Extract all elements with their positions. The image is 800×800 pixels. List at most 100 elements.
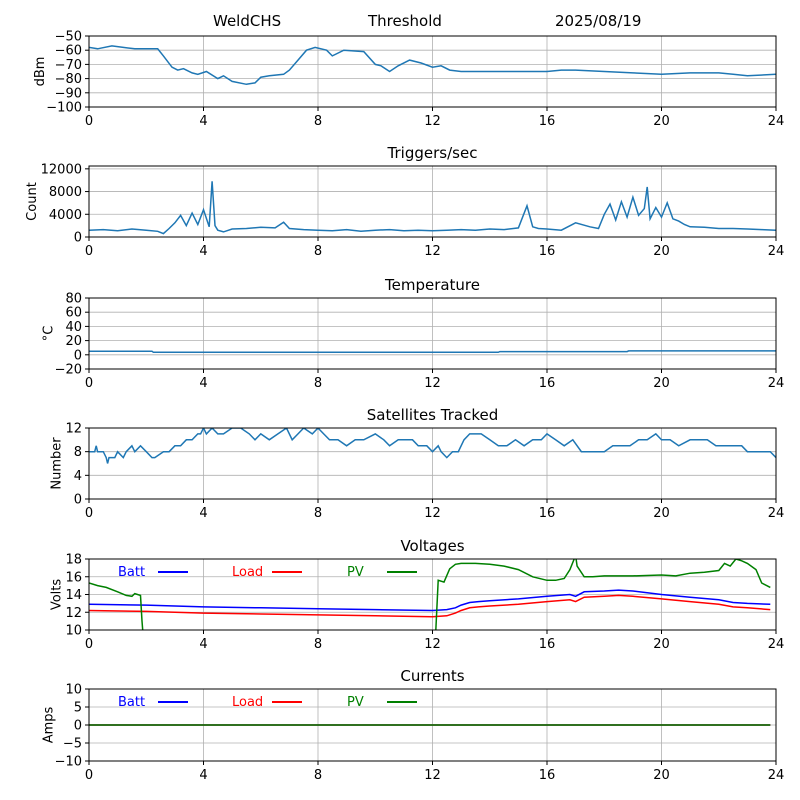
x-tick-label: 16: [539, 637, 556, 652]
y-tick-label: 60: [65, 306, 82, 321]
y-tick-label: −5: [63, 737, 82, 752]
x-tick-label: 20: [653, 768, 670, 783]
panel-6: 0 4 8 12 16 20 24 −10 −5 0 5 10 Currents Amps Batt Load…: [41, 667, 784, 783]
y-tick-label: 0: [74, 719, 82, 734]
x-tick-label: 4: [199, 376, 207, 391]
y-tick-label: 0: [74, 231, 82, 246]
header-station: WeldCHS: [213, 12, 282, 30]
y-tick-label: −50: [55, 30, 82, 45]
y-tick-label: 16: [65, 570, 82, 585]
x-tick-label: 12: [424, 768, 441, 783]
y-axis-label: Number: [50, 437, 65, 490]
legend-label: Batt: [118, 695, 145, 710]
y-tick-label: −90: [55, 86, 82, 101]
panel-2: 0 4 8 12 16 20 24 0 4000 8000 12000 Triggers/sec Cou…: [25, 144, 784, 259]
y-tick-label: −80: [55, 72, 82, 87]
y-tick-label: 40: [65, 320, 82, 335]
x-tick-label: 24: [768, 376, 785, 391]
x-tick-label: 8: [314, 376, 322, 391]
legend-label: PV: [347, 695, 364, 710]
x-tick-label: 8: [314, 637, 322, 652]
x-tick-label: 12: [424, 637, 441, 652]
series-line: [89, 181, 776, 235]
panel-title: Currents: [400, 667, 464, 685]
header-date: 2025/08/19: [555, 12, 642, 30]
series-line: [89, 350, 776, 354]
panel-title: Triggers/sec: [387, 144, 478, 162]
y-tick-label: 4: [74, 469, 82, 484]
y-axis-label: Volts: [50, 579, 65, 611]
x-tick-label: 12: [424, 244, 441, 259]
y-axis-label: °C: [41, 326, 56, 342]
panel-title: Temperature: [384, 276, 480, 294]
y-tick-label: 14: [65, 588, 82, 603]
y-tick-label: 0: [74, 493, 82, 508]
y-tick-label: −60: [55, 44, 82, 59]
x-tick-label: 0: [85, 376, 93, 391]
y-tick-label: −10: [55, 755, 82, 770]
y-axis-label: dBm: [33, 57, 48, 87]
x-tick-label: 4: [199, 506, 207, 521]
x-tick-label: 8: [314, 768, 322, 783]
y-tick-label: 12: [65, 606, 82, 621]
y-tick-label: 10: [65, 624, 82, 639]
y-tick-label: 18: [65, 553, 82, 568]
x-tick-label: 20: [653, 114, 670, 129]
y-axis-label: Count: [25, 182, 40, 221]
legend-label: Batt: [118, 565, 145, 580]
legend-label: Load: [232, 565, 263, 580]
x-tick-label: 4: [199, 637, 207, 652]
y-tick-label: 12: [65, 422, 82, 437]
x-tick-label: 12: [424, 114, 441, 129]
x-tick-label: 20: [653, 376, 670, 391]
series-line-pv: [89, 559, 771, 630]
y-tick-label: 80: [65, 292, 82, 307]
series-line: [89, 45, 776, 86]
y-tick-label: 8: [74, 445, 82, 460]
y-tick-label: 0: [74, 348, 82, 363]
y-tick-label: 12000: [41, 162, 82, 177]
x-tick-label: 4: [199, 768, 207, 783]
x-tick-label: 16: [539, 376, 556, 391]
y-tick-label: 4000: [49, 208, 82, 223]
x-tick-label: 20: [653, 244, 670, 259]
legend-label: Load: [232, 695, 263, 710]
y-tick-label: 5: [74, 701, 82, 716]
x-tick-label: 20: [653, 506, 670, 521]
x-tick-label: 24: [768, 506, 785, 521]
x-tick-label: 24: [768, 114, 785, 129]
x-tick-label: 0: [85, 637, 93, 652]
y-tick-label: −70: [55, 58, 82, 73]
y-tick-label: 8000: [49, 185, 82, 200]
panel-1: 0 4 8 12 16 20 24 −100−90−80−70−60−50 dBm: [33, 30, 784, 130]
x-tick-label: 0: [85, 244, 93, 259]
x-tick-label: 16: [539, 506, 556, 521]
y-tick-label: 10: [65, 683, 82, 698]
x-tick-label: 4: [199, 114, 207, 129]
x-tick-label: 8: [314, 506, 322, 521]
y-tick-label: −20: [55, 363, 82, 378]
panel-title: Voltages: [400, 537, 464, 555]
header-label: Threshold: [368, 12, 442, 30]
x-tick-label: 24: [768, 244, 785, 259]
x-tick-label: 16: [539, 244, 556, 259]
x-tick-label: 12: [424, 506, 441, 521]
panel-4: 0 4 8 12 16 20 24 0 4 8 12 Satellites Tracked Number: [50, 406, 785, 521]
x-tick-label: 8: [314, 244, 322, 259]
x-tick-label: 12: [424, 376, 441, 391]
panel-title: Satellites Tracked: [367, 406, 498, 424]
panel-5: 0 4 8 12 16 20 24 10 12 14 16 18 Voltages Volts Batt Lo…: [50, 537, 785, 652]
x-tick-label: 16: [539, 768, 556, 783]
x-tick-label: 20: [653, 637, 670, 652]
y-axis-label: Amps: [41, 706, 56, 743]
series-line-batt: [89, 589, 771, 612]
x-tick-label: 0: [85, 506, 93, 521]
x-tick-label: 8: [314, 114, 322, 129]
series-line-load: [89, 594, 771, 618]
x-tick-label: 0: [85, 114, 93, 129]
x-tick-label: 24: [768, 768, 785, 783]
x-tick-label: 0: [85, 768, 93, 783]
legend-label: PV: [347, 565, 364, 580]
